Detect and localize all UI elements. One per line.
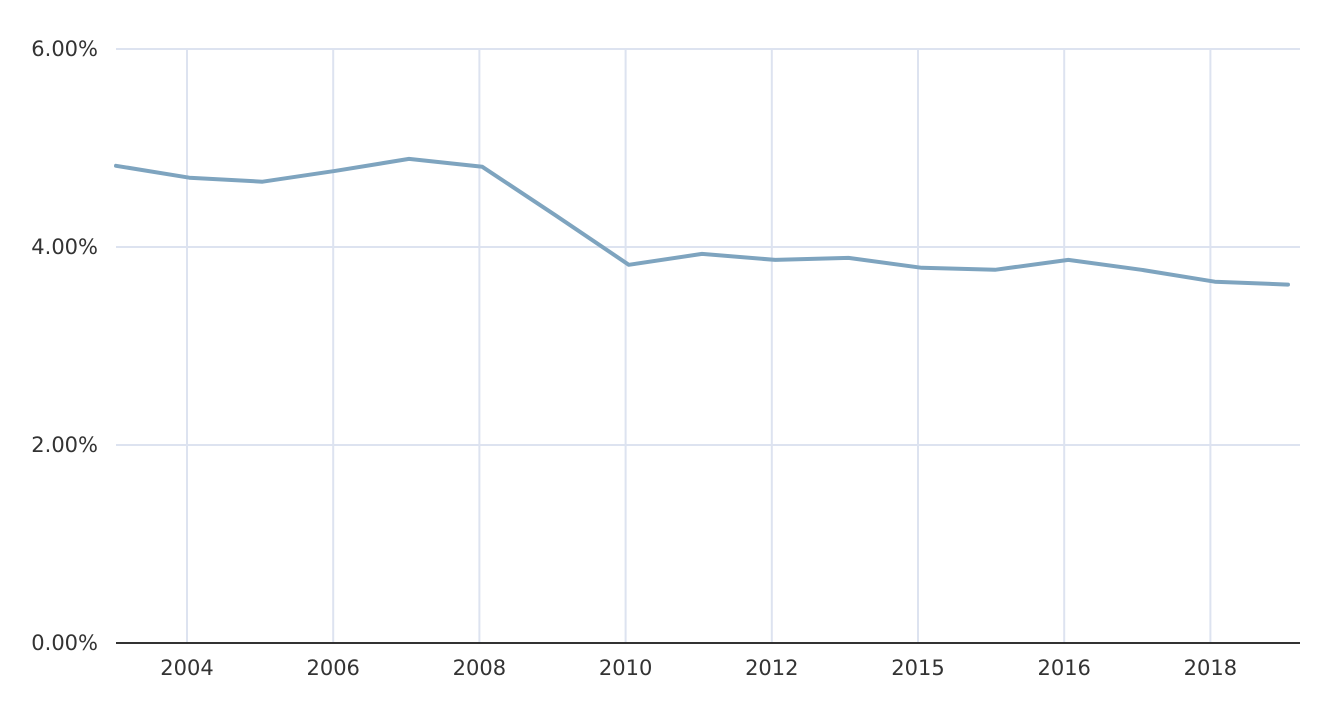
x-tick-label: 2015: [891, 656, 944, 680]
series: [114, 156, 1290, 287]
x-tick-label: 2008: [453, 656, 506, 680]
y-tick-label: 4.00%: [31, 235, 98, 259]
x-tick-label: 2010: [599, 656, 652, 680]
y-tick-label: 2.00%: [31, 433, 98, 457]
x-tick-label: 2016: [1037, 656, 1090, 680]
y-tick-label: 0.00%: [31, 631, 98, 655]
x-tick-label: 2004: [160, 656, 213, 680]
x-tick-label: 2018: [1184, 656, 1237, 680]
x-tick-label: 2012: [745, 656, 798, 680]
tick-labels: 0.00% 2.00% 4.00% 6.00% 2004 2006 2008 2010 2012…: [31, 37, 1237, 680]
series-line: [114, 156, 1290, 287]
x-tick-label: 2006: [306, 656, 359, 680]
gridlines: [116, 48, 1300, 643]
y-tick-label: 6.00%: [31, 37, 98, 61]
